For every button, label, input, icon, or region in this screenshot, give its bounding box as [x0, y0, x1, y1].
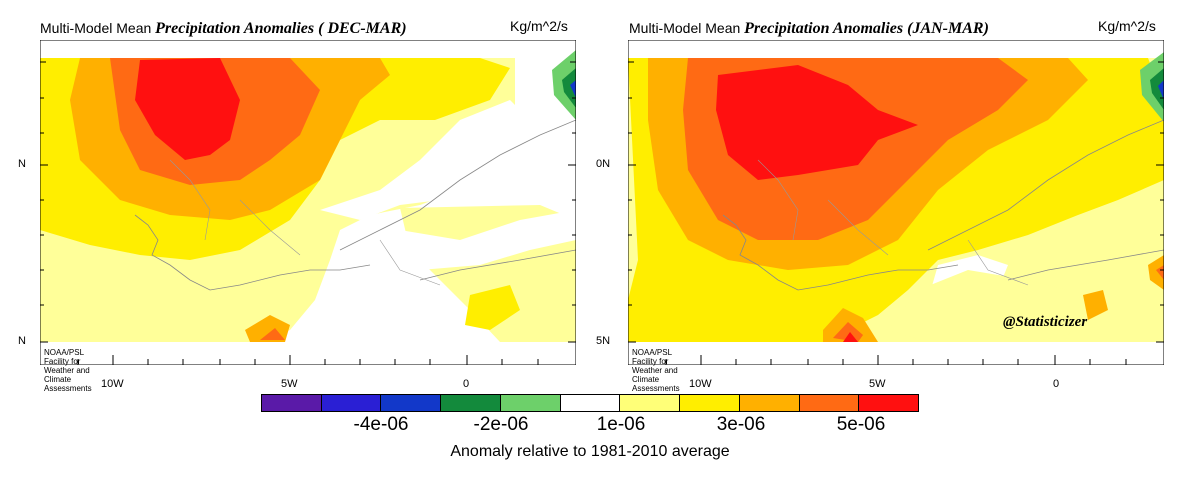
colorbar-tick-label: 1e-06 — [596, 414, 646, 435]
right-panel-title: Multi-Model Mean Precipitation Anomalies… — [629, 20, 989, 38]
left-map — [40, 40, 576, 365]
left-x-ticks — [77, 355, 539, 365]
right-y-ticks — [628, 61, 1164, 343]
right-coastline — [722, 119, 1164, 291]
left-xtick-label: 10W — [101, 378, 124, 390]
left-coastline — [134, 119, 576, 291]
colorbar-tick-label: 3e-06 — [716, 414, 766, 435]
colorbar-swatch — [799, 395, 860, 411]
left-y-ticks — [40, 61, 576, 343]
watermark: @Statisticizer — [1003, 314, 1088, 330]
right-title-prefix: Multi-Model Mean — [629, 20, 741, 36]
right-ytick-label: 0N — [596, 158, 611, 170]
colorbar-swatch — [321, 395, 382, 411]
colorbar — [261, 394, 919, 412]
colorbar-tick-label: -2e-06 — [473, 414, 529, 435]
colorbar-swatch — [560, 395, 621, 411]
colorbar-caption: Anomaly relative to 1981-2010 average — [450, 443, 730, 460]
colorbar-swatch — [620, 395, 681, 411]
right-borders — [757, 159, 1029, 286]
left-ytick-label: N — [18, 158, 26, 170]
right-contours — [628, 52, 1164, 342]
left-xtick-label: 0 — [463, 378, 470, 390]
colorbar-swatch — [500, 395, 561, 411]
left-panel-title: Multi-Model Mean Precipitation Anomalies… — [40, 20, 407, 38]
left-title-period: Precipitation Anomalies ( DEC-MAR) — [155, 20, 407, 37]
colorbar-swatch — [739, 395, 800, 411]
left-xtick-label: 5W — [281, 378, 298, 390]
right-credit: NOAA/PSL Facility for Weather and Climat… — [632, 348, 680, 393]
colorbar-swatch — [262, 395, 322, 411]
right-x-ticks — [665, 355, 1127, 365]
right-xtick-label: 0 — [1053, 378, 1060, 390]
left-ytick-label: N — [18, 335, 26, 347]
left-borders — [169, 159, 441, 286]
left-units: Kg/m^2/s — [510, 18, 568, 34]
colorbar-swatch — [680, 395, 740, 411]
colorbar-tick-label: 5e-06 — [836, 414, 886, 435]
left-credit: NOAA/PSL Facility for Weather and Climat… — [44, 348, 92, 393]
colorbar-tick-label: -4e-06 — [353, 414, 409, 435]
right-map — [628, 40, 1164, 365]
right-xtick-label: 10W — [689, 378, 712, 390]
left-contours — [40, 50, 576, 342]
colorbar-swatch — [859, 395, 919, 411]
right-xtick-label: 5W — [869, 378, 886, 390]
right-title-period: Precipitation Anomalies (JAN-MAR) — [744, 20, 989, 37]
right-units: Kg/m^2/s — [1098, 18, 1156, 34]
right-ytick-label: 5N — [596, 335, 611, 347]
colorbar-swatch — [381, 395, 442, 411]
left-title-prefix: Multi-Model Mean — [40, 20, 152, 36]
colorbar-swatch — [441, 395, 501, 411]
